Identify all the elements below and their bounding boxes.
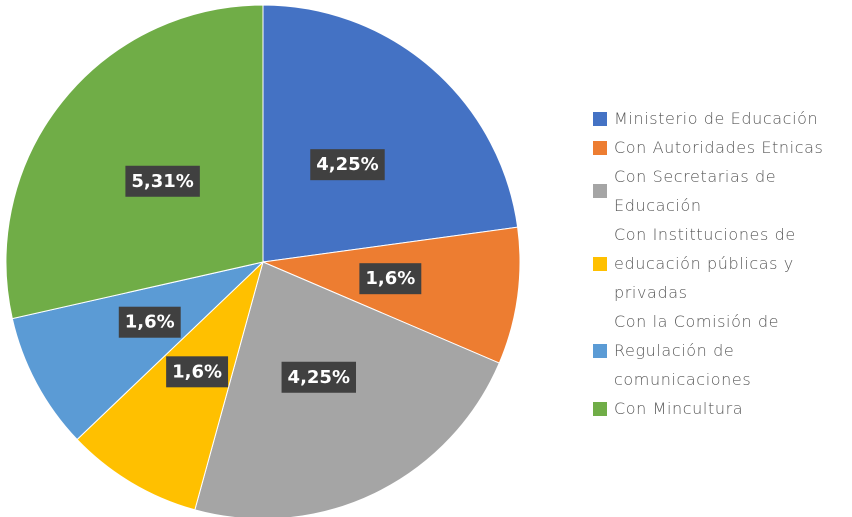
legend-entry: Con Mincultura [593,394,851,423]
data-label: 1,6% [125,312,175,333]
data-label-box [118,306,181,338]
data-label-box [359,263,422,295]
data-label-box [310,149,385,181]
legend-swatch [593,256,607,271]
data-label-box [166,356,229,388]
data-label-box [281,361,357,393]
data-label: 4,25% [316,154,378,175]
pie-slice [262,4,519,263]
legend-swatch [593,184,607,198]
data-label: 5,31% [131,171,193,192]
legend-swatch [593,401,607,416]
data-label: 1,6% [172,361,222,382]
pie-slice [5,4,264,320]
legend-label: Con la Comisión de Regulación de comunic… [614,312,780,389]
data-label: 1,6% [365,268,415,289]
pie-slice [11,261,265,441]
legend-label: Ministerio de Educación [614,109,819,128]
legend-swatch [593,343,607,358]
legend-entry: Con Autoridades Etnicas [593,133,851,162]
legend-entry: Con Secretarias de Educación [593,162,851,220]
legend-entry: Con la Comisión de Regulación de comunic… [593,307,851,394]
legend-swatch [593,111,607,126]
legend-label: Con Instittuciones de educación públicas… [614,225,796,302]
data-label-box [125,165,200,197]
legend: Ministerio de Educación Con Autoridades E… [593,104,851,423]
legend-label: Con Autoridades Etnicas [614,138,824,157]
pie-slice [261,226,521,364]
legend-entry: Con Instittuciones de educación públicas… [593,220,851,307]
legend-label: Con Mincultura [614,399,744,418]
data-label: 4,25% [288,367,350,388]
chart: 4,25% 1,6% 4,25% 1,6% 1,6% 5,31% [5,4,521,517]
legend-entry: Ministerio de Educación [593,104,851,133]
legend-label: Con Secretarias de Educación [614,167,777,215]
legend-swatch [593,140,607,155]
